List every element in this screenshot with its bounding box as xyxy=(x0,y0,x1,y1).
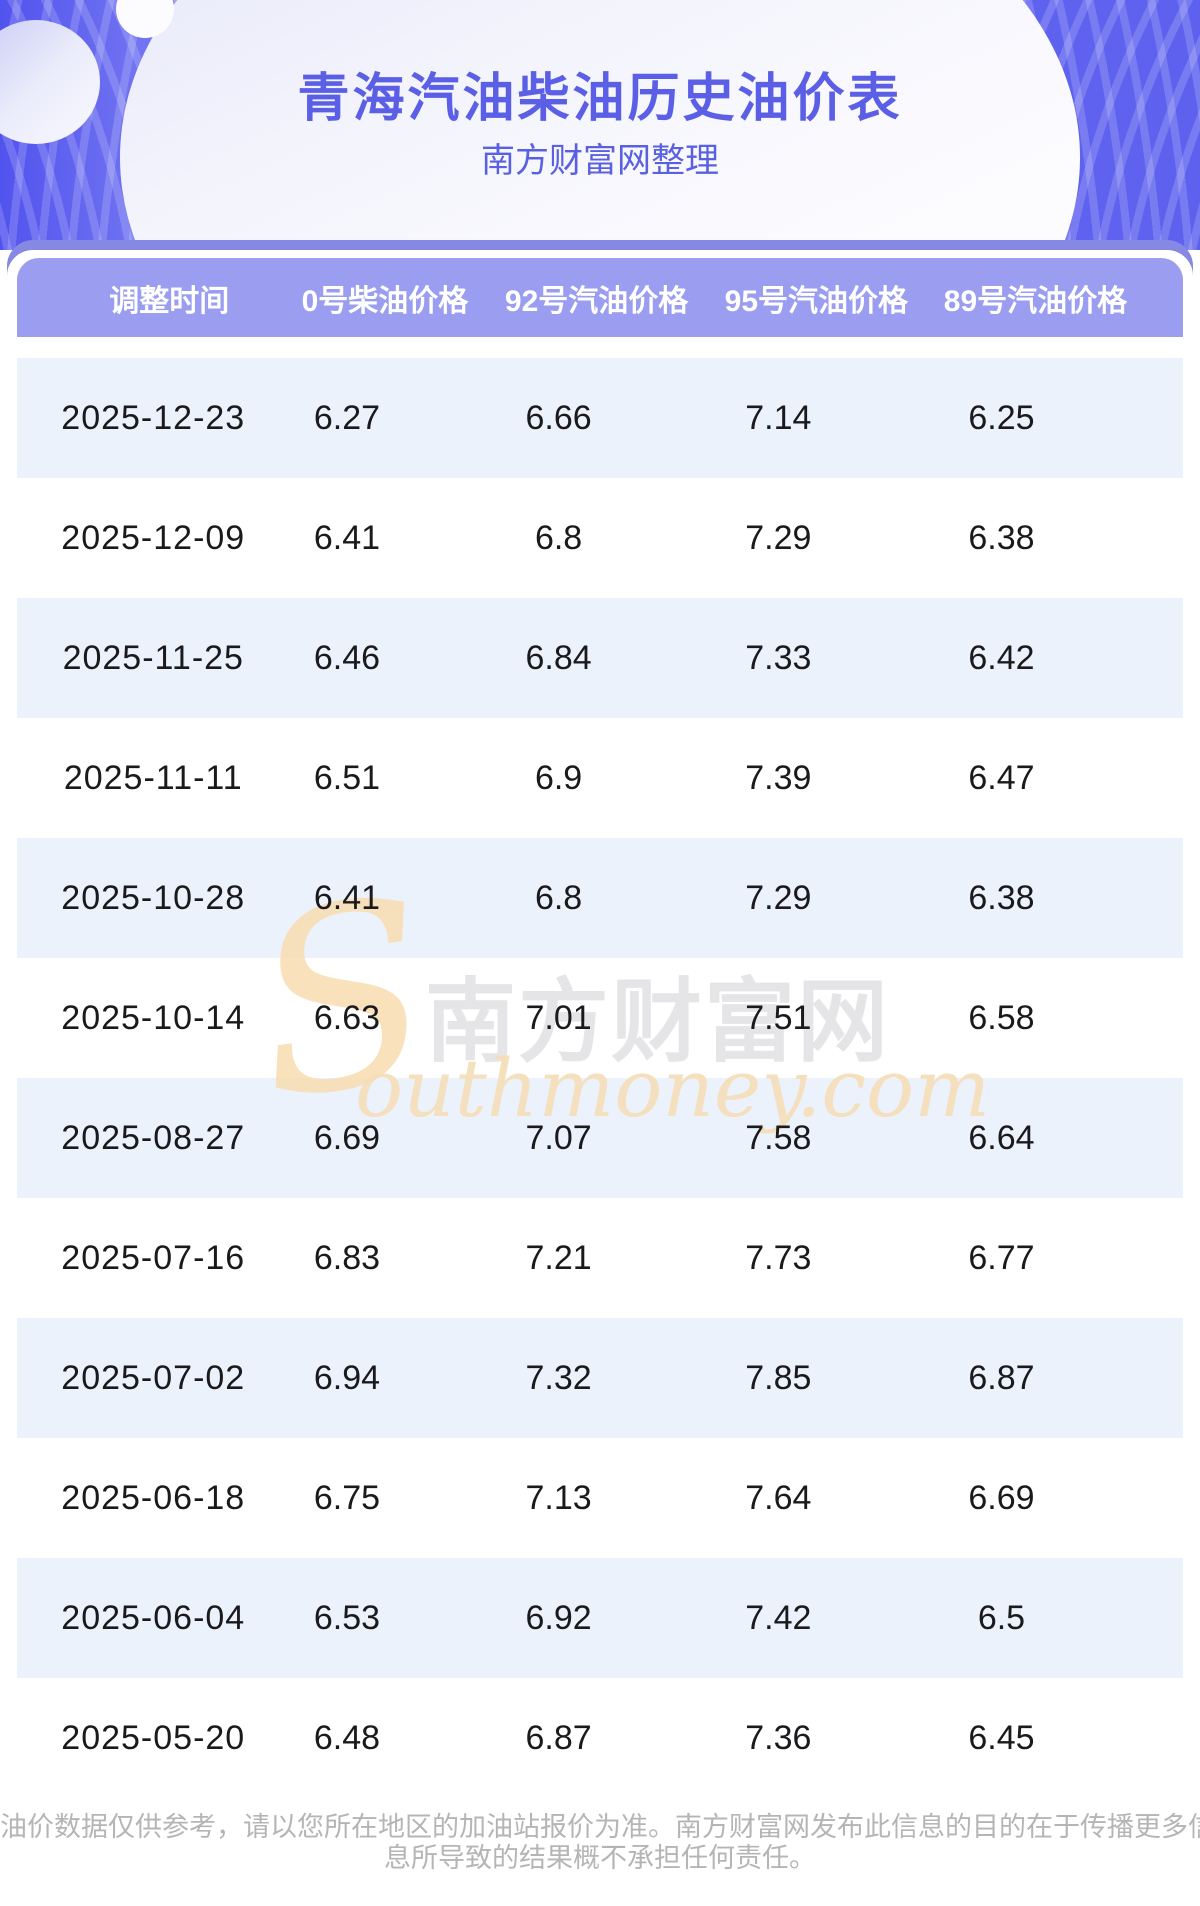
price-cell: 7.33 xyxy=(745,638,812,677)
column-header-adjust-time: 调整时间 xyxy=(109,284,230,318)
price-cell: 6.69 xyxy=(313,1118,381,1157)
table-row: 2025-08-27 6.69 7.07 7.58 6.64 xyxy=(17,1078,1183,1198)
price-cell: 6.87 xyxy=(525,1718,592,1757)
price-cell: 7.58 xyxy=(745,1118,812,1157)
price-cell: 6.58 xyxy=(968,998,1035,1037)
table-row: 2025-06-04 6.53 6.92 7.42 6.5 xyxy=(17,1558,1183,1678)
date-cell: 2025-06-18 xyxy=(61,1478,246,1517)
price-cell: 7.07 xyxy=(525,1118,592,1157)
price-cell: 7.51 xyxy=(745,998,812,1037)
price-cell: 7.32 xyxy=(525,1358,592,1397)
table-header-row: 调整时间 0号柴油价格 92号汽油价格 95号汽油价格 89号汽油价格 xyxy=(17,258,1183,337)
price-cell: 6.5 xyxy=(977,1598,1026,1637)
date-cell: 2025-11-11 xyxy=(63,758,243,797)
footer-disclaimer-line2: 息所导致的结果概不承担任何责任。 xyxy=(384,1843,816,1873)
price-cell: 6.51 xyxy=(313,758,381,797)
price-cell: 6.42 xyxy=(968,638,1035,677)
price-cell: 7.42 xyxy=(745,1598,812,1637)
price-cell: 6.47 xyxy=(968,758,1035,797)
price-cell: 6.94 xyxy=(313,1358,381,1397)
table-row: 2025-10-14 6.63 7.01 7.51 6.58 xyxy=(17,958,1183,1078)
price-cell: 6.8 xyxy=(534,878,583,917)
price-cell: 6.87 xyxy=(968,1358,1035,1397)
price-cell: 7.29 xyxy=(745,518,812,557)
table-row: 2025-07-02 6.94 7.32 7.85 6.87 xyxy=(17,1318,1183,1438)
table-row: 2025-11-25 6.46 6.84 7.33 6.42 xyxy=(17,598,1183,718)
page-title: 青海汽油柴油历史油价表 xyxy=(297,70,903,128)
price-cell: 6.92 xyxy=(525,1598,592,1637)
price-cell: 7.85 xyxy=(745,1358,812,1397)
price-cell: 6.69 xyxy=(968,1478,1035,1517)
price-cell: 7.29 xyxy=(745,878,812,917)
column-header-diesel-0: 0号柴油价格 xyxy=(301,284,469,318)
hero-banner: 青海汽油柴油历史油价表 南方财富网整理 xyxy=(0,0,1200,250)
table-row: 2025-12-09 6.41 6.8 7.29 6.38 xyxy=(17,478,1183,598)
date-cell: 2025-10-28 xyxy=(61,878,246,917)
price-cell: 6.25 xyxy=(968,398,1035,437)
price-cell: 6.46 xyxy=(313,638,381,677)
date-cell: 2025-06-04 xyxy=(61,1598,246,1637)
price-cell: 6.38 xyxy=(968,518,1035,557)
date-cell: 2025-07-02 xyxy=(61,1358,246,1397)
footer-disclaimer-line1: 油价数据仅供参考，请以您所在地区的加油站报价为准。南方财富网发布此信息的目的在于… xyxy=(0,1812,1200,1842)
column-header-gasoline-89: 89号汽油价格 xyxy=(943,284,1128,318)
price-cell: 7.21 xyxy=(525,1238,592,1277)
price-cell: 7.39 xyxy=(745,758,812,797)
price-cell: 6.77 xyxy=(968,1238,1035,1277)
price-cell: 7.36 xyxy=(745,1718,812,1757)
table-row: 2025-10-28 6.41 6.8 7.29 6.38 xyxy=(17,838,1183,958)
column-header-gasoline-95: 95号汽油价格 xyxy=(724,284,909,318)
price-cell: 6.8 xyxy=(534,518,583,557)
price-cell: 6.41 xyxy=(313,878,381,917)
price-cell: 6.38 xyxy=(968,878,1035,917)
price-cell: 6.9 xyxy=(534,758,583,797)
date-cell: 2025-11-25 xyxy=(62,638,244,677)
table-row: 2025-12-23 6.27 6.66 7.14 6.25 xyxy=(17,358,1183,478)
price-cell: 7.14 xyxy=(745,398,812,437)
price-table-card: 调整时间 0号柴油价格 92号汽油价格 95号汽油价格 89号汽油价格 2025… xyxy=(7,250,1193,1798)
date-cell: 2025-08-27 xyxy=(61,1118,246,1157)
price-cell: 6.53 xyxy=(313,1598,381,1637)
price-cell: 6.84 xyxy=(525,638,592,677)
footer-disclaimer: 油价数据仅供参考，请以您所在地区的加油站报价为准。南方财富网发布此信息的目的在于… xyxy=(0,1812,1200,1874)
hero-white-blob-decoration xyxy=(120,0,1080,250)
deco-ellipse xyxy=(0,20,100,144)
price-cell: 6.64 xyxy=(968,1118,1035,1157)
date-cell: 2025-12-23 xyxy=(61,398,246,437)
table-row: 2025-06-18 6.75 7.13 7.64 6.69 xyxy=(17,1438,1183,1558)
table-row: 2025-11-11 6.51 6.9 7.39 6.47 xyxy=(17,718,1183,838)
price-cell: 6.27 xyxy=(313,398,381,437)
date-cell: 2025-07-16 xyxy=(61,1238,246,1277)
price-cell: 6.75 xyxy=(313,1478,381,1517)
date-cell: 2025-10-14 xyxy=(61,998,246,1037)
price-cell: 6.48 xyxy=(313,1718,381,1757)
page-subtitle: 南方财富网整理 xyxy=(481,142,719,180)
table-row: 2025-05-20 6.48 6.87 7.36 6.45 xyxy=(17,1678,1183,1798)
price-cell: 7.01 xyxy=(525,998,592,1037)
price-cell: 6.83 xyxy=(313,1238,381,1277)
price-cell: 6.45 xyxy=(968,1718,1035,1757)
column-header-gasoline-92: 92号汽油价格 xyxy=(504,284,689,318)
price-cell: 6.63 xyxy=(313,998,381,1037)
price-cell: 7.64 xyxy=(745,1478,812,1517)
price-cell: 7.73 xyxy=(745,1238,812,1277)
table-body: 2025-12-23 6.27 6.66 7.14 6.25 2025-12-09 6.41… xyxy=(17,358,1183,1798)
price-cell: 6.66 xyxy=(525,398,592,437)
price-cell: 6.41 xyxy=(313,518,381,557)
date-cell: 2025-12-09 xyxy=(61,518,246,557)
date-cell: 2025-05-20 xyxy=(61,1718,246,1757)
table-row: 2025-07-16 6.83 7.21 7.73 6.77 xyxy=(17,1198,1183,1318)
price-cell: 7.13 xyxy=(525,1478,592,1517)
